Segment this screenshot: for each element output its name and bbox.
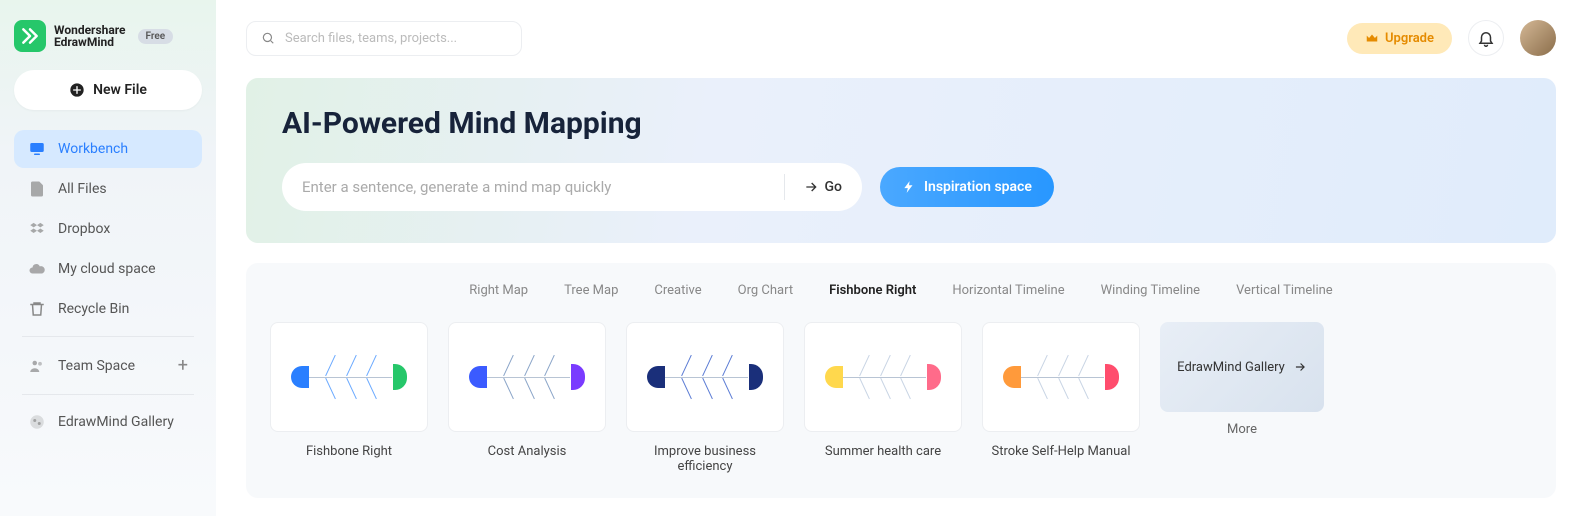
template-card[interactable]: Summer health care	[804, 322, 962, 459]
tab-org-chart[interactable]: Org Chart	[738, 283, 793, 298]
upgrade-label: Upgrade	[1385, 31, 1434, 46]
search-input[interactable]	[285, 31, 507, 46]
main-content: Upgrade AI-Powered Mind Mapping Go Inspi…	[216, 0, 1586, 516]
sidebar-item-label: Recycle Bin	[58, 301, 129, 317]
brand-text: Wondershare EdrawMind	[54, 24, 126, 48]
sidebar-item-gallery[interactable]: EdrawMind Gallery	[14, 403, 202, 441]
templates-section: Right Map Tree Map Creative Org Chart Fishbo…	[246, 263, 1556, 498]
gallery-cta-label: EdrawMind Gallery	[1177, 360, 1285, 375]
hero-title: AI-Powered Mind Mapping	[282, 106, 1520, 141]
sidebar-item-cloud[interactable]: My cloud space	[14, 250, 202, 288]
files-icon	[28, 180, 46, 198]
template-label: Cost Analysis	[488, 444, 567, 459]
new-file-label: New File	[93, 82, 147, 98]
search-box[interactable]	[246, 21, 522, 56]
trash-icon	[28, 300, 46, 318]
go-label: Go	[825, 179, 842, 195]
arrow-right-icon	[1293, 360, 1307, 374]
topbar: Upgrade	[246, 20, 1556, 56]
logo-icon	[20, 26, 40, 46]
sidebar-item-label: Workbench	[58, 141, 128, 157]
crown-icon	[1365, 31, 1379, 45]
hero-input-row: Go Inspiration space	[282, 163, 1520, 211]
go-button[interactable]: Go	[784, 174, 842, 200]
ai-prompt-input[interactable]	[302, 178, 784, 196]
sidebar-item-label: All Files	[58, 181, 107, 197]
workbench-icon	[28, 140, 46, 158]
tab-winding-timeline[interactable]: Winding Timeline	[1101, 283, 1200, 298]
add-team-icon[interactable]: +	[178, 355, 188, 376]
hero: AI-Powered Mind Mapping Go Inspiration s…	[246, 78, 1556, 243]
template-card[interactable]: Stroke Self-Help Manual	[982, 322, 1140, 459]
notifications-button[interactable]	[1468, 20, 1504, 56]
dropbox-icon	[28, 220, 46, 238]
tab-creative[interactable]: Creative	[654, 283, 701, 298]
nav-divider	[22, 394, 194, 395]
tab-vertical-timeline[interactable]: Vertical Timeline	[1236, 283, 1333, 298]
sidebar-item-label: EdrawMind Gallery	[58, 414, 174, 430]
sidebar-item-label: Team Space	[58, 358, 135, 374]
sidebar-item-label: My cloud space	[58, 261, 156, 277]
tab-right-map[interactable]: Right Map	[469, 283, 528, 298]
template-label: Stroke Self-Help Manual	[992, 444, 1131, 459]
gallery-thumb: EdrawMind Gallery	[1160, 322, 1324, 412]
plus-circle-icon	[69, 82, 85, 98]
tab-horizontal-timeline[interactable]: Horizontal Timeline	[952, 283, 1064, 298]
template-thumb	[804, 322, 962, 432]
sidebar-item-label: Dropbox	[58, 221, 110, 237]
template-card[interactable]: Cost Analysis	[448, 322, 606, 459]
new-file-button[interactable]: New File	[14, 70, 202, 110]
nav: Workbench All Files Dropbox My cloud spa…	[14, 130, 202, 441]
tab-tree-map[interactable]: Tree Map	[564, 283, 618, 298]
inspiration-label: Inspiration space	[924, 179, 1032, 195]
template-label: Summer health care	[825, 444, 941, 459]
template-thumb	[270, 322, 428, 432]
template-thumb	[626, 322, 784, 432]
template-card[interactable]: Fishbone Right	[270, 322, 428, 459]
gallery-card[interactable]: EdrawMind Gallery More	[1160, 322, 1324, 437]
sidebar: Wondershare EdrawMind Free New File Work…	[0, 0, 216, 516]
sidebar-item-dropbox[interactable]: Dropbox	[14, 210, 202, 248]
inspiration-button[interactable]: Inspiration space	[880, 167, 1054, 207]
sidebar-item-teamspace[interactable]: Team Space +	[14, 345, 202, 386]
template-thumb	[982, 322, 1140, 432]
brand-line2: EdrawMind	[54, 36, 126, 48]
arrow-right-icon	[803, 179, 819, 195]
gallery-more-label: More	[1227, 422, 1257, 437]
sidebar-item-workbench[interactable]: Workbench	[14, 130, 202, 168]
user-avatar[interactable]	[1520, 20, 1556, 56]
sidebar-item-recycle[interactable]: Recycle Bin	[14, 290, 202, 328]
cloud-icon	[28, 260, 46, 278]
tab-fishbone-right[interactable]: Fishbone Right	[829, 283, 916, 298]
template-tabs: Right Map Tree Map Creative Org Chart Fishbo…	[270, 283, 1532, 298]
nav-divider	[22, 336, 194, 337]
free-badge: Free	[138, 29, 174, 44]
upgrade-button[interactable]: Upgrade	[1347, 23, 1452, 54]
team-icon	[28, 357, 46, 375]
template-cards: Fishbone Right Cost Analysis Improve bus…	[270, 322, 1532, 474]
search-icon	[261, 31, 275, 45]
bolt-icon	[902, 180, 916, 194]
template-label: Improve business efficiency	[626, 444, 784, 474]
gallery-icon	[28, 413, 46, 431]
template-label: Fishbone Right	[306, 444, 392, 459]
bell-icon	[1477, 29, 1495, 47]
sidebar-item-allfiles[interactable]: All Files	[14, 170, 202, 208]
template-card[interactable]: Improve business efficiency	[626, 322, 784, 474]
ai-input[interactable]: Go	[282, 163, 862, 211]
brand-logo	[14, 20, 46, 52]
template-thumb	[448, 322, 606, 432]
brand: Wondershare EdrawMind Free	[14, 20, 202, 52]
